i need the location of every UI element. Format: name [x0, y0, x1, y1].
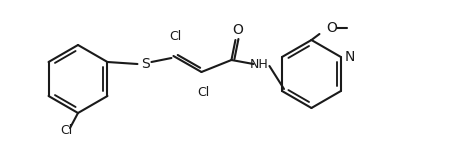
Text: Cl: Cl: [60, 125, 72, 137]
Text: N: N: [345, 50, 355, 64]
Text: Cl: Cl: [169, 30, 181, 43]
Text: NH: NH: [250, 58, 269, 70]
Text: O: O: [326, 21, 337, 35]
Text: S: S: [141, 57, 150, 71]
Text: O: O: [232, 23, 243, 37]
Text: Cl: Cl: [197, 85, 210, 98]
